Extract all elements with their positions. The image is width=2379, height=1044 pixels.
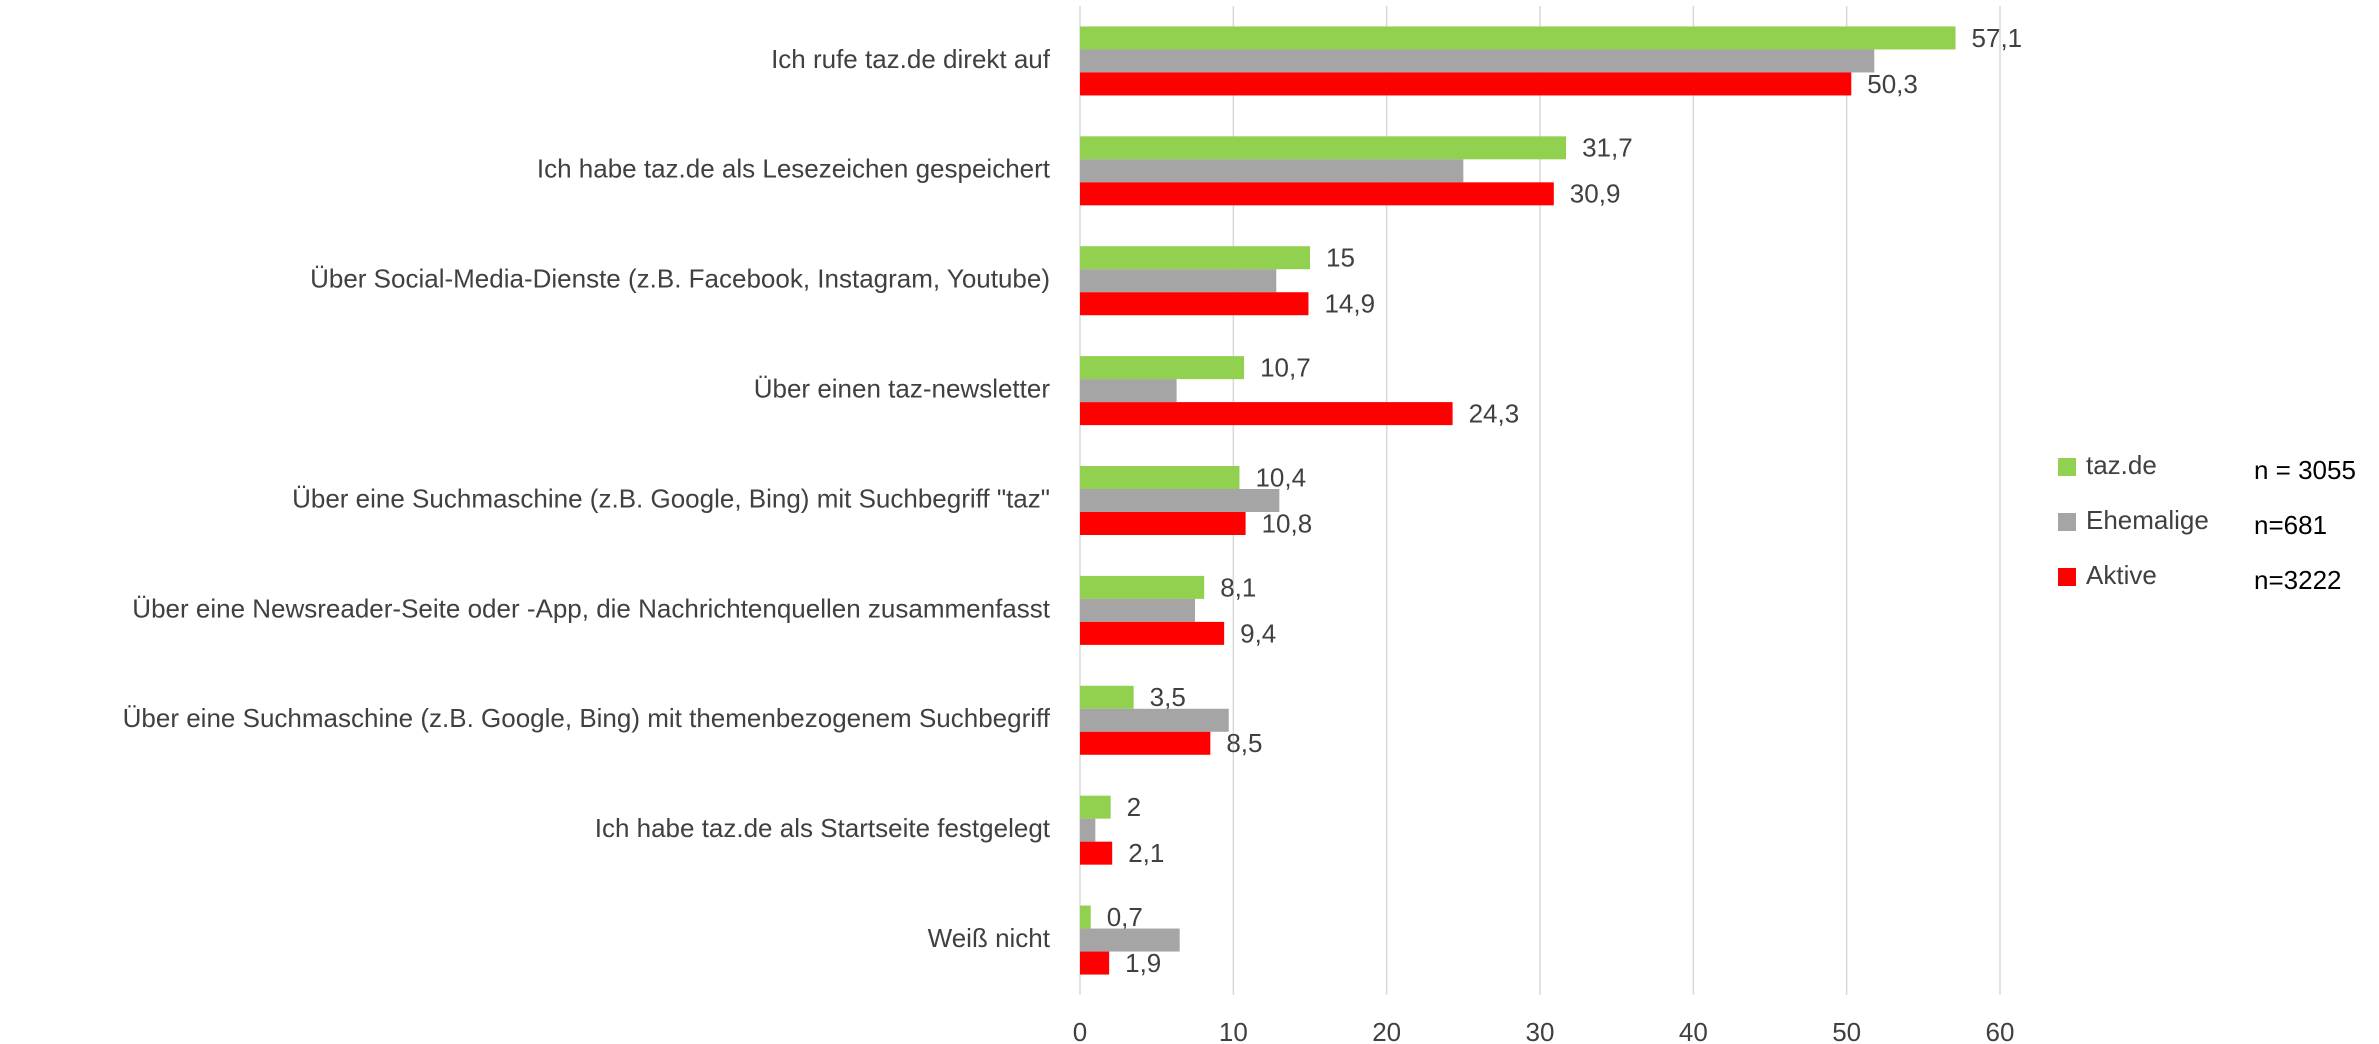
legend-label: Aktive [2086,560,2157,590]
bar [1080,159,1464,183]
x-tick-label: 60 [1986,1017,2015,1044]
data-label: 30,9 [1570,179,1621,209]
x-tick-label: 10 [1219,1017,1248,1044]
bar [1080,402,1453,426]
x-tick-label: 20 [1372,1017,1401,1044]
bar [1080,685,1134,709]
bar [1080,246,1310,270]
category-label: Über eine Suchmaschine (z.B. Google, Bin… [292,483,1050,513]
x-tick-label: 0 [1073,1017,1087,1044]
bar [1080,818,1096,842]
bar [1080,708,1229,732]
bar [1080,269,1277,293]
bar [1080,575,1205,599]
data-label: 8,5 [1226,728,1262,758]
x-tick-label: 40 [1679,1017,1708,1044]
category-label: Über eine Suchmaschine (z.B. Google, Bin… [123,703,1051,733]
bar [1080,72,1852,96]
data-label: 50,3 [1867,69,1918,99]
category-label: Über eine Newsreader-Seite oder -App, di… [132,593,1050,623]
bar [1080,49,1875,73]
data-label: 3,5 [1150,682,1186,712]
bar [1080,379,1177,403]
bar [1080,905,1091,929]
data-label: 14,9 [1324,289,1375,319]
x-tick-label: 30 [1526,1017,1555,1044]
category-label: Ich rufe taz.de direkt auf [771,44,1051,74]
legend-note: n=681 [2254,510,2327,540]
data-label: 24,3 [1469,398,1520,428]
legend-note: n=3222 [2254,565,2341,595]
bar [1080,621,1225,645]
data-label: 10,8 [1262,508,1313,538]
data-label: 9,4 [1240,618,1276,648]
legend-label: taz.de [2086,450,2157,480]
data-label: 10,4 [1255,462,1306,492]
bar [1080,466,1240,489]
data-label: 2,1 [1128,838,1164,868]
data-label: 31,7 [1582,133,1633,163]
legend-swatch [2058,458,2076,476]
bar [1080,928,1180,952]
category-label: Über Social-Media-Dienste (z.B. Facebook… [310,264,1050,294]
data-label: 15 [1326,243,1355,273]
data-label: 57,1 [1972,23,2023,53]
bar [1080,598,1195,622]
legend-swatch [2058,513,2076,531]
x-tick-label: 50 [1832,1017,1861,1044]
bar [1080,951,1110,975]
category-label: Ich habe taz.de als Lesezeichen gespeich… [537,154,1051,184]
data-label: 10,7 [1260,352,1311,382]
bar [1080,182,1554,206]
bar [1080,795,1111,819]
category-label: Über einen taz-newsletter [754,373,1051,403]
legend-note: n = 3055 [2254,455,2356,485]
bar [1080,512,1246,535]
legend-label: Ehemalige [2086,505,2209,535]
bar [1080,26,1956,50]
bar [1080,292,1309,316]
category-label: Weiß nicht [928,923,1051,953]
bar [1080,356,1245,380]
data-label: 2 [1127,792,1141,822]
bar [1080,731,1211,755]
data-label: 1,9 [1125,948,1161,978]
bar [1080,841,1113,865]
category-label: Ich habe taz.de als Startseite festgeleg… [595,813,1051,843]
data-label: 0,7 [1107,902,1143,932]
bar [1080,489,1280,512]
bar [1080,136,1567,160]
legend-swatch [2058,568,2076,586]
data-label: 8,1 [1220,572,1256,602]
